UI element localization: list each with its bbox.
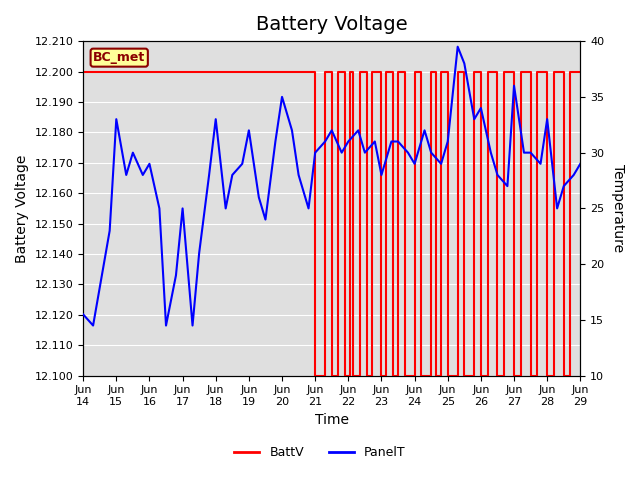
Text: BC_met: BC_met (93, 51, 145, 64)
Legend: BattV, PanelT: BattV, PanelT (229, 441, 411, 464)
Y-axis label: Temperature: Temperature (611, 164, 625, 252)
Y-axis label: Battery Voltage: Battery Voltage (15, 154, 29, 263)
Title: Battery Voltage: Battery Voltage (256, 15, 408, 34)
Bar (83, 41, 580, 376)
X-axis label: Time: Time (315, 413, 349, 427)
